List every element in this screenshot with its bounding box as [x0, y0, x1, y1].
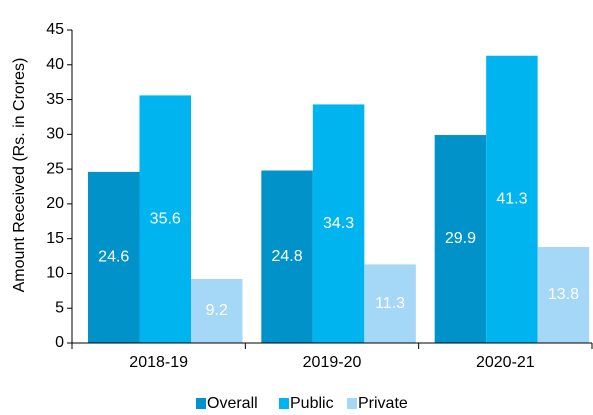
x-tick-label: 2020-21	[476, 354, 535, 371]
data-label: 9.2	[206, 302, 228, 319]
y-axis-label: Amount Received (Rs. in Crores)	[11, 58, 28, 293]
legend-label: Public	[290, 395, 334, 412]
y-tick-label: 0	[55, 334, 64, 351]
bar	[364, 264, 416, 343]
y-tick-label: 45	[46, 21, 64, 38]
data-label: 41.3	[496, 191, 527, 208]
y-tick-label: 5	[55, 299, 64, 316]
y-tick-label: 25	[46, 160, 64, 177]
bar	[312, 104, 365, 344]
y-tick-label: 35	[46, 91, 64, 108]
y-tick-label: 30	[46, 126, 64, 143]
data-label: 13.8	[548, 286, 579, 303]
data-label: 24.8	[272, 248, 303, 265]
legend-swatch	[196, 398, 206, 409]
bar	[139, 95, 191, 343]
bar	[486, 55, 538, 343]
bar	[261, 170, 313, 343]
legend-label: Private	[358, 395, 408, 412]
bar	[537, 247, 590, 343]
legend-swatch	[279, 398, 289, 409]
x-tick-label: 2019-20	[303, 354, 362, 371]
bar	[434, 135, 487, 343]
legend-swatch	[347, 398, 357, 409]
bar	[88, 171, 140, 343]
y-tick-label: 15	[46, 230, 64, 247]
bar	[191, 279, 243, 343]
data-label: 34.3	[323, 215, 354, 232]
y-tick-label: 40	[46, 56, 64, 73]
data-label: 35.6	[150, 210, 181, 227]
data-label: 11.3	[375, 295, 405, 312]
y-tick-label: 10	[46, 265, 64, 282]
data-label: 24.6	[98, 249, 129, 266]
x-tick-label: 2018-19	[129, 354, 188, 371]
y-tick-label: 20	[46, 195, 64, 212]
data-label: 29.9	[445, 230, 476, 247]
legend-label: Overall	[207, 395, 258, 412]
